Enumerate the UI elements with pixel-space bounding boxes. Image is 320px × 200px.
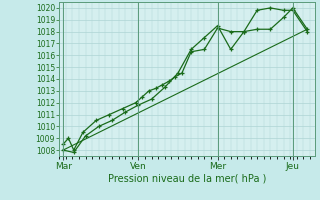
X-axis label: Pression niveau de la mer( hPa ): Pression niveau de la mer( hPa ) (108, 173, 266, 183)
